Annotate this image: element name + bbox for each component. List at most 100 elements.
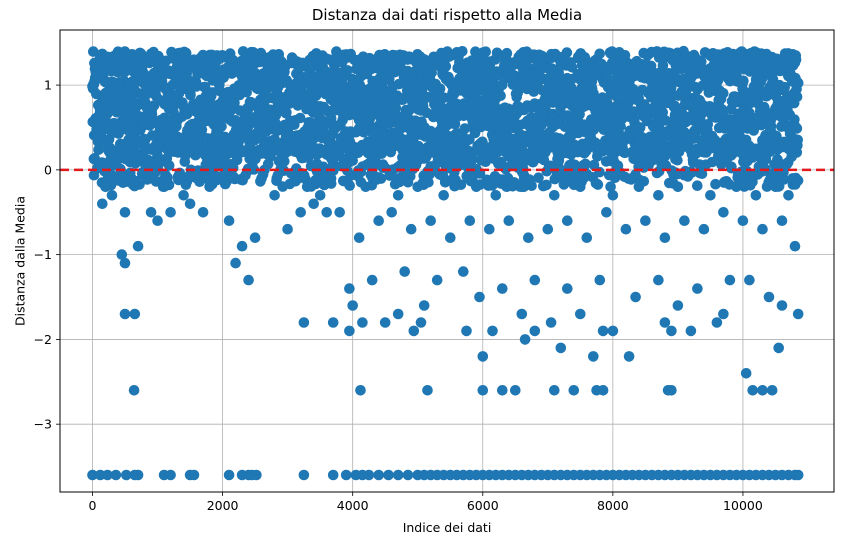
data-point [360,181,372,193]
y-tick-label: 1 [44,78,52,93]
data-point [151,152,163,164]
data-point [392,308,404,320]
data-point [97,198,108,210]
data-point [516,166,528,178]
data-point [314,190,326,201]
data-point [657,107,668,118]
data-point [352,147,364,159]
data-point [392,190,404,201]
data-point [605,181,616,192]
data-point [552,158,564,169]
data-point [474,291,485,303]
data-point [757,223,768,235]
data-point [132,469,144,481]
data-point [412,181,424,193]
data-point [431,274,443,286]
data-point [763,291,775,303]
data-point [379,317,391,328]
data-point [132,240,144,252]
data-point [620,223,632,235]
data-point [321,207,333,218]
data-point [789,240,801,252]
data-point [487,140,499,151]
data-point [495,144,507,156]
data-point [152,215,163,226]
data-point [126,173,137,184]
data-point [106,145,117,156]
x-tick-label: 2000 [207,498,239,513]
data-point [319,179,330,191]
data-point [547,142,559,153]
data-point [568,385,580,396]
data-point [792,134,803,146]
data-point [191,81,202,92]
data-point [505,178,517,190]
data-point [422,385,433,396]
data-point [601,207,612,218]
data-point [424,169,435,180]
data-point [588,88,599,99]
data-point [711,317,723,328]
data-point [792,77,804,89]
data-point [282,223,293,235]
data-point [262,158,274,170]
x-tick-label: 4000 [337,498,369,513]
data-point [373,469,385,481]
data-point [787,173,798,184]
data-point [403,141,415,153]
data-point [453,140,465,151]
data-point [160,172,171,183]
data-point [459,123,471,134]
data-point [659,232,671,243]
data-point [779,81,790,93]
data-point [542,223,554,235]
data-point [484,179,495,190]
data-point [705,190,716,201]
data-point [119,207,131,218]
data-point [606,148,617,159]
data-point [692,180,703,191]
data-point [402,177,414,188]
x-tick-label: 10000 [723,498,763,513]
data-point [283,146,294,157]
data-point [757,166,769,177]
data-point [178,190,189,201]
points-layer [87,45,804,481]
data-point [352,170,364,182]
data-point [402,469,414,481]
data-point [256,173,267,184]
data-point [272,170,284,181]
data-point [467,153,478,165]
data-point [475,141,487,153]
data-point [165,469,176,481]
data-point [184,198,196,210]
data-point [163,160,175,171]
data-point [607,325,619,337]
data-point [592,151,603,162]
data-point [89,154,100,165]
data-point [130,158,141,169]
data-point [415,317,427,328]
data-point [477,351,489,362]
data-point [374,172,385,184]
data-point [365,147,377,159]
data-point [533,172,544,183]
data-point [766,385,778,396]
data-point [488,153,499,164]
data-point [110,469,122,481]
data-point [338,154,349,165]
data-point [337,142,348,153]
data-point [609,172,621,184]
data-point [792,308,804,320]
data-point [750,190,762,201]
data-point [116,249,128,260]
data-point [588,159,600,171]
data-point [418,300,430,311]
data-point [619,147,630,158]
data-point [277,181,289,192]
data-point [347,300,359,311]
data-point [385,139,396,151]
data-point [561,47,573,58]
data-point [458,266,469,277]
data-point [313,147,324,158]
